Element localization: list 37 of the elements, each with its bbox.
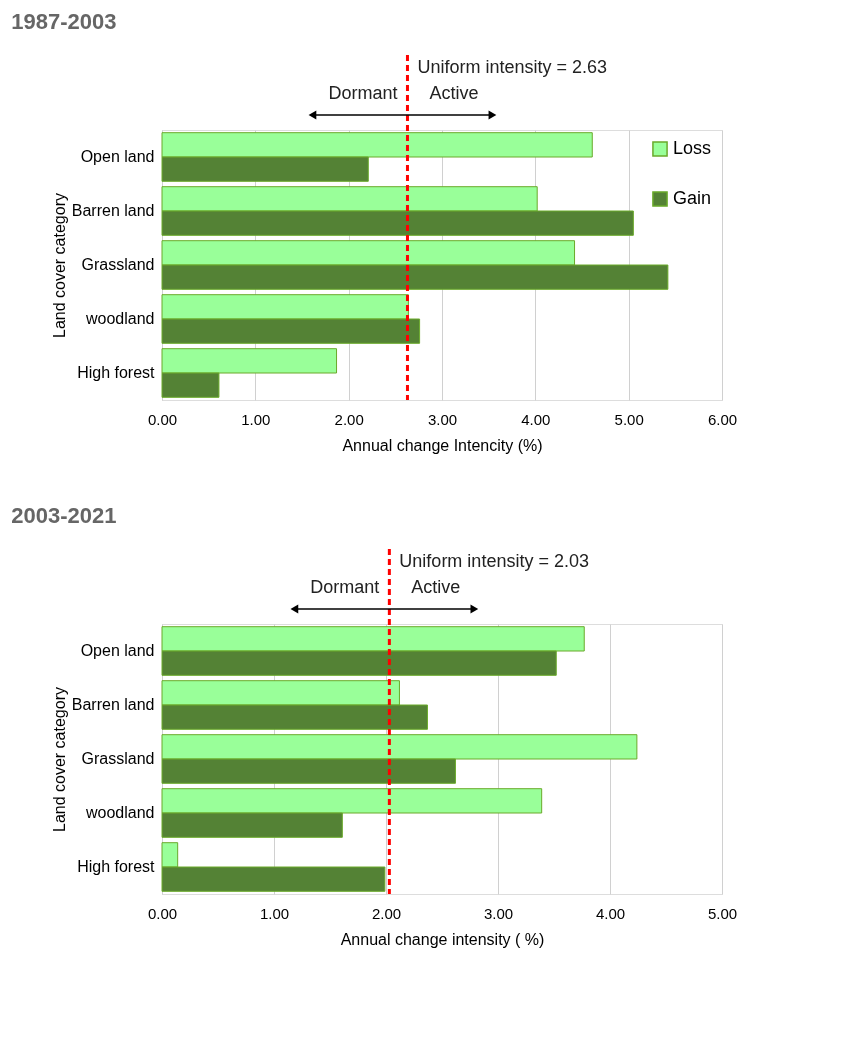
text: Dormant [328,83,398,103]
x-tick-label: 0.00 [147,410,178,428]
x-tick-label: 5.00 [614,410,644,428]
ref-line-label: Uniform intensity = 2.03 [399,551,589,571]
text: Active [411,577,461,597]
x-tick-label: 0.00 [147,904,178,922]
x-tick-label: 3.00 [427,410,458,428]
x-tick-label: 1.00 [241,410,271,428]
text: Dormant [310,577,380,597]
x-tick-label: 4.00 [521,410,551,428]
y-tick-label: woodland [85,804,155,821]
ref-line-label: Uniform intensity = 2.63 [417,57,608,77]
x-axis-title: Annual change Intencity (%) [342,436,543,454]
y-tick-label: High forest [77,858,156,875]
y-tick-label: High forest [77,364,156,381]
x-axis-title: Annual change intensity ( %) [340,930,545,948]
y-tick-label: Open land [80,642,155,659]
x-tick-label: 5.00 [707,904,738,922]
chart-title: 1987-2003 [11,8,117,34]
y-axis-title: Land cover category [50,193,68,338]
x-tick-label: 1.00 [259,904,290,922]
y-tick-label: Barren land [71,202,155,219]
y-axis-title: Land cover category [50,687,68,832]
x-tick-label: 2.00 [334,410,364,428]
x-tick-label: 6.00 [707,410,738,428]
chart-title: 2003-2021 [11,502,117,528]
y-tick-label: Grassland [81,256,155,273]
y-tick-label: Grassland [81,750,155,767]
y-tick-label: woodland [85,310,155,327]
text: Active [429,83,479,103]
y-tick-label: Open land [80,148,155,165]
x-tick-label: 3.00 [483,904,514,922]
y-tick-label: Barren land [71,696,155,713]
legend-label: Gain [673,188,712,208]
x-tick-label: 4.00 [595,904,626,922]
legend-label: Loss [673,138,712,158]
x-tick-label: 2.00 [371,904,402,922]
